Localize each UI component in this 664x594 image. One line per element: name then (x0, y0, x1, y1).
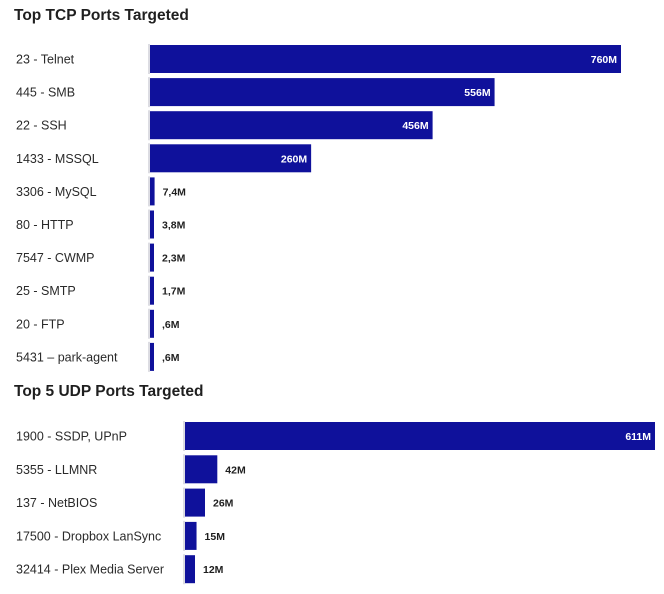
udp-category-label: 17500 - Dropbox LanSync (16, 529, 161, 543)
tcp-value-label: 1,7M (162, 286, 186, 298)
udp-bar (185, 422, 655, 450)
tcp-bar (150, 144, 312, 173)
tcp-value-label: 260M (281, 153, 308, 165)
tcp-bar (150, 276, 154, 305)
tcp-value-label: 3,8M (162, 220, 186, 232)
tcp-category-label: 1433 - MSSQL (16, 152, 99, 166)
tcp-bar (150, 111, 433, 140)
tcp-category-label: 7547 - CWMP (16, 251, 95, 265)
udp-category-label: 5355 - LLMNR (16, 463, 97, 477)
tcp-category-label: 445 - SMB (16, 86, 75, 100)
tcp-value-label: 760M (591, 54, 618, 66)
tcp-value-label: 7,4M (163, 186, 187, 198)
udp-value-label: 26M (213, 498, 234, 510)
udp-category-label: 32414 - Plex Media Server (16, 563, 164, 577)
tcp-bar (150, 177, 155, 206)
tcp-category-label: 20 - FTP (16, 317, 65, 331)
udp-bar (185, 521, 197, 550)
tcp-bar (150, 45, 621, 73)
udp-value-label: 611M (625, 431, 651, 443)
tcp-bar (150, 210, 154, 239)
udp-bar (185, 488, 205, 517)
udp-category-label: 137 - NetBIOS (16, 496, 97, 510)
tcp-value-label: ,6M (162, 319, 180, 331)
tcp-value-label: 456M (402, 120, 429, 132)
tcp-category-label: 3306 - MySQL (16, 185, 97, 199)
udp-value-label: 12M (203, 564, 224, 576)
tcp-value-label: 2,3M (162, 253, 186, 265)
udp-bar (185, 555, 195, 584)
tcp-chart-title: Top TCP Ports Targeted (14, 7, 189, 24)
udp-value-label: 15M (205, 531, 226, 543)
tcp-category-label: 5431 – park-agent (16, 350, 118, 364)
tcp-bar (150, 243, 154, 272)
tcp-value-label: 556M (464, 87, 491, 99)
tcp-bar (150, 342, 154, 371)
tcp-bar (150, 78, 495, 107)
tcp-value-label: ,6M (162, 352, 180, 364)
udp-value-label: 42M (225, 464, 246, 476)
tcp-category-label: 80 - HTTP (16, 218, 74, 232)
tcp-category-label: 23 - Telnet (16, 53, 75, 67)
udp-chart-title: Top 5 UDP Ports Targeted (14, 383, 204, 400)
tcp-category-label: 25 - SMTP (16, 284, 76, 298)
udp-category-label: 1900 - SSDP, UPnP (16, 430, 127, 444)
udp-bar (185, 455, 218, 484)
tcp-bar (150, 309, 154, 338)
tcp-category-label: 22 - SSH (16, 119, 67, 133)
